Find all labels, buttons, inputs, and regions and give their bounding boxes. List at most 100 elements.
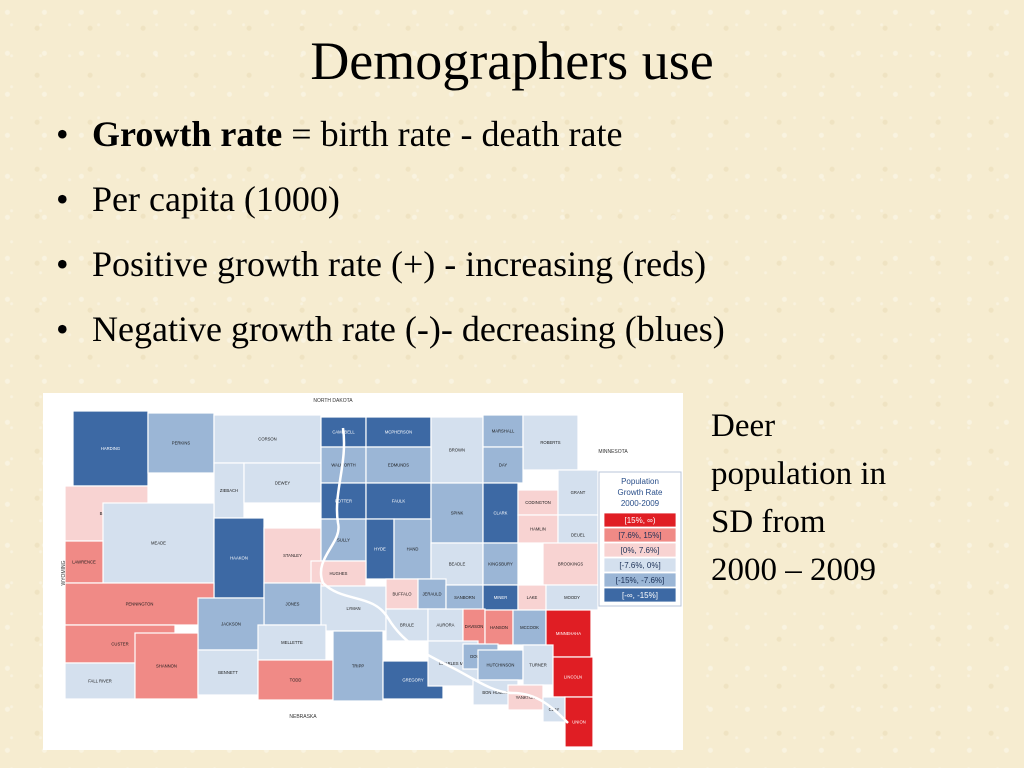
county-todd [257,659,334,701]
slide-title: Demographers use [310,31,714,91]
legend-swatch [603,527,677,543]
label-nebraska: NEBRASKA [289,714,317,720]
county-hyde [365,518,395,580]
legend-label: [0%, 7.6%] [621,546,660,555]
county-label-mccook: MCCOOK [520,625,539,630]
county-label-harding: HARDING [101,446,120,451]
county-label-davison: DAVISON [465,624,484,629]
county-label-mellette: MELLETTE [281,640,303,645]
county-harding [72,410,149,487]
county-tripp [332,630,384,702]
county-label-custer: CUSTER [111,642,128,647]
legend-label: [15%, ∞) [624,516,655,525]
county-label-beadle: BEADLE [449,562,466,567]
county-mccook [512,609,547,646]
legend-label: [-7.6%, 0%] [619,561,660,570]
county-label-minnehaha: MINNEHAHA [556,631,581,636]
county-sanborn [445,584,484,611]
county-label-moody: MOODY [564,595,580,600]
county-label-hand: HAND [407,547,419,552]
county-lake [517,584,547,611]
county-label-faulk: FAULK [392,499,405,504]
county-label-aurora: AURORA [437,623,455,628]
bullet-dot-icon: • [56,114,69,154]
county-lawrence [64,540,104,584]
caption-line: 2000 – 2009 [711,552,876,588]
bullet-negative-growth: • Negative growth rate (-)- decreasing (… [52,307,992,351]
legend-label: [-15%, -7.6%] [616,576,664,585]
missouri-river [319,427,569,724]
county-label-dewey: DEWEY [275,481,291,486]
county-label-brule: BRULE [400,623,414,628]
county-label-gregory: GREGORY [402,678,424,683]
caption-line: population in [711,456,887,492]
bullet-text: Positive growth rate (+) - increasing (r… [92,244,707,284]
legend-title-line-2: Growth Rate [618,488,663,497]
county-brookings [542,542,599,586]
county-label-hyde: HYDE [374,547,386,552]
legend-title-line-3: 2000-2009 [621,499,660,508]
label-wyoming: WYOMING [61,560,67,585]
legend-swatch [603,542,677,558]
legend-swatch [603,512,677,528]
county-hanson [484,609,514,646]
county-union [564,696,594,748]
county-label-sanborn: SANBORN [454,595,475,600]
county-label-meade: MEADE [151,541,166,546]
county-label-hutchinson: HUTCHINSON [487,663,515,668]
county-ziebach [213,462,245,519]
county-codington [517,489,559,516]
county-label-potter: POTTER [335,499,352,504]
county-label-turner: TURNER [529,663,546,668]
county-label-stanley: STANLEY [283,553,302,558]
legend-rows: [15%, ∞) [7.6%, 15%] [0%, 7.6%] [-7.6%, 0%]… [603,512,677,603]
county-bennett [197,649,259,696]
county-label-bennett: BENNETT [218,670,238,675]
map-legend: Population Growth Rate 2000-2009 [15%, ∞… [598,471,682,607]
legend-swatch [603,572,677,588]
county-label-shannon: SHANNON [156,664,177,669]
county-label-ziebach: ZIEBACH [220,488,238,493]
county-label-lyman: LYMAN [346,606,360,611]
county-label-codington: CODINGTON [525,500,551,505]
county-mellette [257,624,327,661]
county-haakon [213,517,265,599]
label-north-dakota: NORTH DAKOTA [313,398,353,404]
county-label-jones: JONES [286,602,300,607]
county-label-jackson: JACKSON [221,622,241,627]
county-label-todd: TODD [290,678,302,683]
county-label-charles-mix: CHARLES MIX [439,661,468,666]
county-label-edmunds: EDMUNDS [388,463,409,468]
county-label-buffalo: BUFFALO [392,592,412,597]
county-label-union: UNION [572,720,586,725]
county-hand [393,518,432,580]
legend-label: [-∞, -15%] [622,591,658,600]
label-minnesota: MINNESOTA [598,449,628,455]
county-label-lincoln: LINCOLN [564,675,582,680]
county-label-lawrence: LAWRENCE [72,560,96,565]
county-turner [522,644,554,686]
county-label-jerauld: JERAULD [422,592,441,597]
caption-line: Deer [711,408,776,444]
county-label-sully: SULLY [337,538,350,543]
county-label-clark: CLARK [494,511,508,516]
legend-title-line-1: Population [621,477,659,486]
county-label-grant: GRANT [571,490,586,495]
bullet-positive-growth: • Positive growth rate (+) - increasing … [52,242,992,286]
county-label-corson: CORSON [258,437,276,442]
county-label-mcpherson: MCPHERSON [385,430,412,435]
county-label-hamlin: HAMLIN [530,527,546,532]
county-label-pennington: PENNINGTON [126,602,154,607]
bullet-text: = birth rate - death rate [282,114,623,154]
county-label-fall-river: FALL RIVER [88,679,112,684]
bullet-per-capita: • Per capita (1000) [52,177,992,221]
bullet-dot-icon: • [56,309,69,349]
bullet-growth-rate: • Growth rate = birth rate - death rate [52,112,992,156]
county-label-brookings: BROOKINGS [558,562,584,567]
county-fall-river [64,662,136,700]
county-day [482,446,524,484]
county-aurora [427,608,464,642]
county-edmunds [365,446,432,484]
